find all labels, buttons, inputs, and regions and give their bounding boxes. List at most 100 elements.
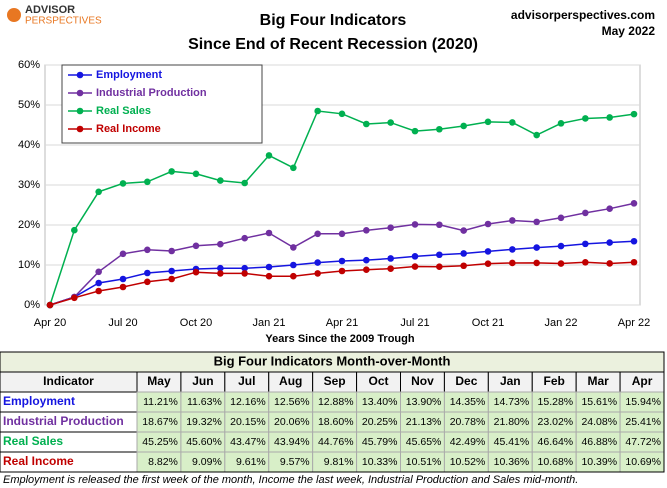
column-header: Jan <box>500 374 521 388</box>
data-point <box>241 264 248 272</box>
column-header: Jul <box>238 374 255 388</box>
data-point <box>436 263 443 271</box>
data-point <box>411 253 419 260</box>
data-point <box>241 179 248 187</box>
cell-value: 14.73% <box>494 396 530 408</box>
data-point <box>533 259 540 267</box>
data-point <box>411 221 419 228</box>
cell-value: 43.94% <box>274 436 310 448</box>
column-header: Feb <box>544 374 565 388</box>
data-point <box>95 188 102 196</box>
data-point <box>582 115 589 122</box>
table-border <box>0 351 665 473</box>
data-point <box>265 152 273 159</box>
data-point <box>144 269 151 277</box>
cell-value: 21.80% <box>494 416 530 428</box>
cell-value: 44.76% <box>318 436 354 448</box>
legend-label: Employment <box>96 69 162 81</box>
data-point <box>387 255 394 262</box>
column-header: Oct <box>369 374 389 388</box>
column-header: Nov <box>411 374 434 388</box>
data-point <box>557 214 565 222</box>
cell-value: 46.88% <box>581 436 617 448</box>
data-point <box>582 209 589 217</box>
data-point <box>241 270 248 277</box>
data-point <box>119 283 127 291</box>
cell-value: 11.21% <box>143 396 178 408</box>
cell-value: 43.47% <box>230 436 266 448</box>
column-header: Indicator <box>43 374 94 388</box>
x-tick-label: Apr 21 <box>326 317 358 329</box>
data-point <box>533 218 540 226</box>
cell-value: 11.63% <box>187 396 222 408</box>
column-header: Dec <box>455 374 477 388</box>
data-point <box>95 268 102 276</box>
cell-value: 13.40% <box>362 396 398 408</box>
data-point <box>533 131 540 139</box>
brand-bottom: PERSPECTIVES <box>25 16 102 27</box>
cell-value: 42.49% <box>450 436 486 448</box>
cell-value: 9.61% <box>236 456 266 468</box>
cell-value: 24.08% <box>581 416 617 428</box>
cell-value: 23.02% <box>538 416 574 428</box>
data-point <box>484 220 492 228</box>
data-point <box>363 256 370 264</box>
row-label: Employment <box>3 394 75 408</box>
data-point <box>290 272 297 280</box>
column-header: Apr <box>632 374 653 388</box>
data-point <box>460 227 467 234</box>
legend-marker <box>76 89 84 97</box>
data-point <box>460 262 467 270</box>
cell-value: 20.06% <box>274 416 310 428</box>
data-point <box>95 287 102 295</box>
cell-value: 8.82% <box>148 456 178 468</box>
data-point <box>338 110 346 118</box>
legend-label: Real Sales <box>96 105 151 117</box>
cell-value: 25.41% <box>625 416 661 428</box>
data-point <box>606 114 613 121</box>
x-tick-label: Jan 21 <box>252 317 285 329</box>
data-point <box>484 260 492 267</box>
data-point <box>168 247 175 255</box>
x-axis-title: Years Since the 2009 Trough <box>265 333 414 345</box>
cell-value: 46.64% <box>538 436 574 448</box>
x-tick-label: Apr 20 <box>34 317 66 329</box>
x-tick-label: Oct 20 <box>180 317 212 329</box>
cell-value: 45.79% <box>362 436 398 448</box>
data-point <box>46 301 54 309</box>
data-point <box>630 110 638 118</box>
data-point <box>484 248 492 255</box>
data-point <box>290 261 297 269</box>
data-point <box>363 227 370 234</box>
cell-value: 9.09% <box>192 456 222 468</box>
cell-value: 10.52% <box>450 456 486 468</box>
cell-value: 15.28% <box>538 396 574 408</box>
cell-value: 10.33% <box>362 456 398 468</box>
data-point <box>338 257 346 265</box>
data-point <box>509 259 516 267</box>
data-point <box>192 268 200 276</box>
data-point <box>168 267 175 275</box>
footnote: Employment is released the first week of… <box>3 474 578 486</box>
data-point <box>144 178 151 186</box>
x-tick-label: Jan 22 <box>544 317 577 329</box>
cell-value: 10.36% <box>494 456 530 468</box>
column-header: Mar <box>587 374 609 388</box>
data-point <box>314 270 321 277</box>
legend-marker <box>76 71 84 79</box>
data-point <box>363 120 370 128</box>
cell-value: 12.56% <box>274 396 310 408</box>
logo-icon <box>7 8 21 22</box>
data-point <box>314 259 321 266</box>
data-point <box>557 120 565 127</box>
cell-value: 10.39% <box>581 456 617 468</box>
brand-top: ADVISOR <box>25 4 75 16</box>
y-tick-label: 30% <box>18 179 40 191</box>
data-point <box>290 164 297 172</box>
chart-title: Big Four Indicators <box>260 12 407 29</box>
data-point <box>582 240 589 248</box>
data-point <box>509 119 516 126</box>
data-point <box>606 205 613 212</box>
data-point <box>411 263 419 270</box>
